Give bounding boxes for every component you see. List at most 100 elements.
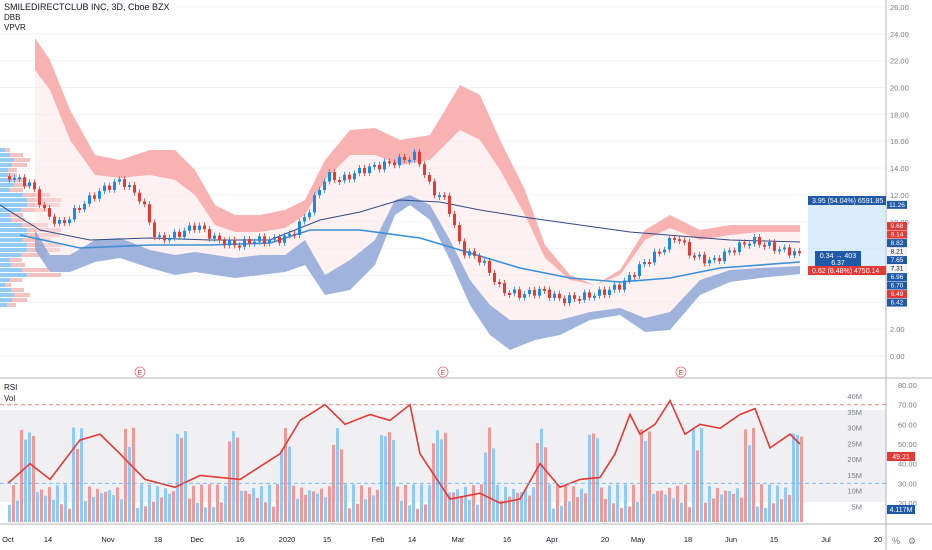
symbol-title[interactable]: SMILEDIRECTCLUB INC, 3D, Cboe BZX	[4, 2, 170, 12]
volume-bar	[248, 494, 251, 522]
candle-body	[208, 229, 211, 239]
price-tick-label: 18.00	[890, 110, 909, 119]
vol-tick-label: 25M	[847, 439, 862, 448]
candle-body	[373, 164, 376, 167]
volume-bar	[36, 492, 39, 522]
candle-body	[713, 258, 716, 261]
candle-body	[528, 289, 531, 295]
moving-average-long	[0, 199, 801, 243]
vpvr-buy-bar	[0, 218, 11, 222]
vpvr-buy-bar	[0, 183, 14, 187]
vpvr-buy-bar	[0, 168, 8, 172]
indicator-rsi[interactable]: RSI	[4, 383, 17, 392]
time-axis[interactable]: Oct 14 Nov 18 Dec 16 2020 15 Feb 14 Mar 16 Apr 20 May 1…	[2, 535, 882, 544]
settings-gear-icon[interactable]: ⚙	[908, 536, 916, 546]
volume-bar	[180, 437, 183, 522]
volume-bar	[476, 504, 479, 522]
volume-bar	[456, 489, 459, 522]
vpvr-sell-bar	[14, 293, 30, 297]
candle-body	[43, 204, 46, 209]
volume-bar	[164, 488, 167, 522]
earnings-marker[interactable]	[134, 366, 146, 378]
volume-bar	[52, 499, 55, 522]
volume-bar	[296, 498, 299, 522]
volume-bar	[116, 487, 119, 522]
candle-body	[443, 195, 446, 198]
date-label: Jul	[821, 535, 831, 544]
volume-bar	[500, 500, 503, 522]
volume-bar	[12, 485, 15, 522]
volume-bar	[316, 493, 319, 522]
volume-bar	[272, 506, 275, 522]
volume-bar	[188, 498, 191, 522]
volume-bar	[776, 485, 779, 522]
volume-bar	[464, 486, 467, 522]
candle-body	[603, 289, 606, 296]
candle-body	[158, 235, 161, 238]
indicator-vpvr[interactable]: VPVR	[4, 23, 26, 32]
candle-body	[438, 195, 441, 198]
vpvr-sell-bar	[21, 253, 46, 257]
candle-body	[83, 203, 86, 210]
price-tag	[887, 256, 907, 265]
rsi-axis[interactable]: 80.00 70.00 60.00 50.00 40.00 30.00 20.00 40M 35…	[847, 381, 916, 511]
date-label: Nov	[101, 535, 115, 544]
candle-body	[458, 225, 461, 242]
candle-body	[213, 235, 216, 239]
volume-bar	[156, 486, 159, 522]
price-tag-label: 11.26	[889, 202, 905, 209]
measure-tool[interactable]: 3.95 (54.04%) 6591.85 0.34 → 403 6.37 0.…	[808, 196, 886, 275]
volume-bar	[488, 427, 491, 522]
volume-bar	[532, 487, 535, 522]
volume-bar	[112, 495, 115, 522]
date-label: 2020	[279, 535, 296, 544]
vpvr-sell-bar	[14, 183, 30, 187]
volume-bar	[552, 508, 555, 522]
candle-body	[193, 225, 196, 230]
vol-tick-label: 10M	[847, 487, 862, 496]
vpvr-sell-bar	[8, 168, 17, 172]
candle-body	[303, 217, 306, 222]
candle-body	[663, 249, 666, 253]
volume-bar	[284, 427, 287, 522]
candle-body	[433, 181, 436, 196]
volume-bar	[376, 489, 379, 522]
earnings-marker[interactable]	[437, 366, 449, 378]
candle-body	[393, 162, 396, 166]
price-tag	[887, 273, 907, 282]
percent-scale-button[interactable]: %	[892, 536, 900, 546]
rsi-line	[7, 399, 801, 504]
volume-bar	[24, 439, 27, 522]
volume-bar	[204, 507, 207, 522]
volume-bars	[8, 427, 803, 522]
price-tag-label: 9.14	[891, 232, 904, 239]
indicator-dbb[interactable]: DBB	[4, 13, 20, 22]
price-tags: 11.269.689.148.828.217.657.316.966.706.4…	[887, 200, 907, 307]
candle-body	[328, 172, 331, 182]
volume-bar	[728, 491, 731, 522]
candle-body	[688, 241, 691, 256]
vpvr-sell-bar	[27, 273, 61, 277]
candle-body	[248, 239, 251, 245]
candle-body	[728, 250, 731, 253]
vol-tick-label: 40M	[847, 392, 862, 401]
vpvr-buy-bar	[0, 238, 23, 242]
earnings-marker[interactable]	[675, 366, 687, 378]
vpvr-sell-bar	[10, 258, 22, 262]
vpvr-buy-bar	[0, 208, 21, 212]
candle-body	[93, 195, 96, 199]
candle-body	[308, 212, 311, 218]
volume-bar	[88, 486, 91, 522]
volume-bar	[536, 442, 539, 522]
indicator-vol[interactable]: Vol	[4, 394, 15, 403]
measure-middle-line2: 6.37	[831, 260, 845, 267]
vpvr-sell-bar	[10, 153, 23, 157]
volume-bar	[724, 490, 727, 522]
price-tag-label: 6.96	[891, 274, 904, 281]
volume-bar	[788, 495, 791, 522]
candle-body	[23, 177, 26, 187]
candle-body	[288, 233, 291, 236]
earnings-marker-label: E	[679, 370, 684, 377]
volume-bar	[200, 484, 203, 522]
